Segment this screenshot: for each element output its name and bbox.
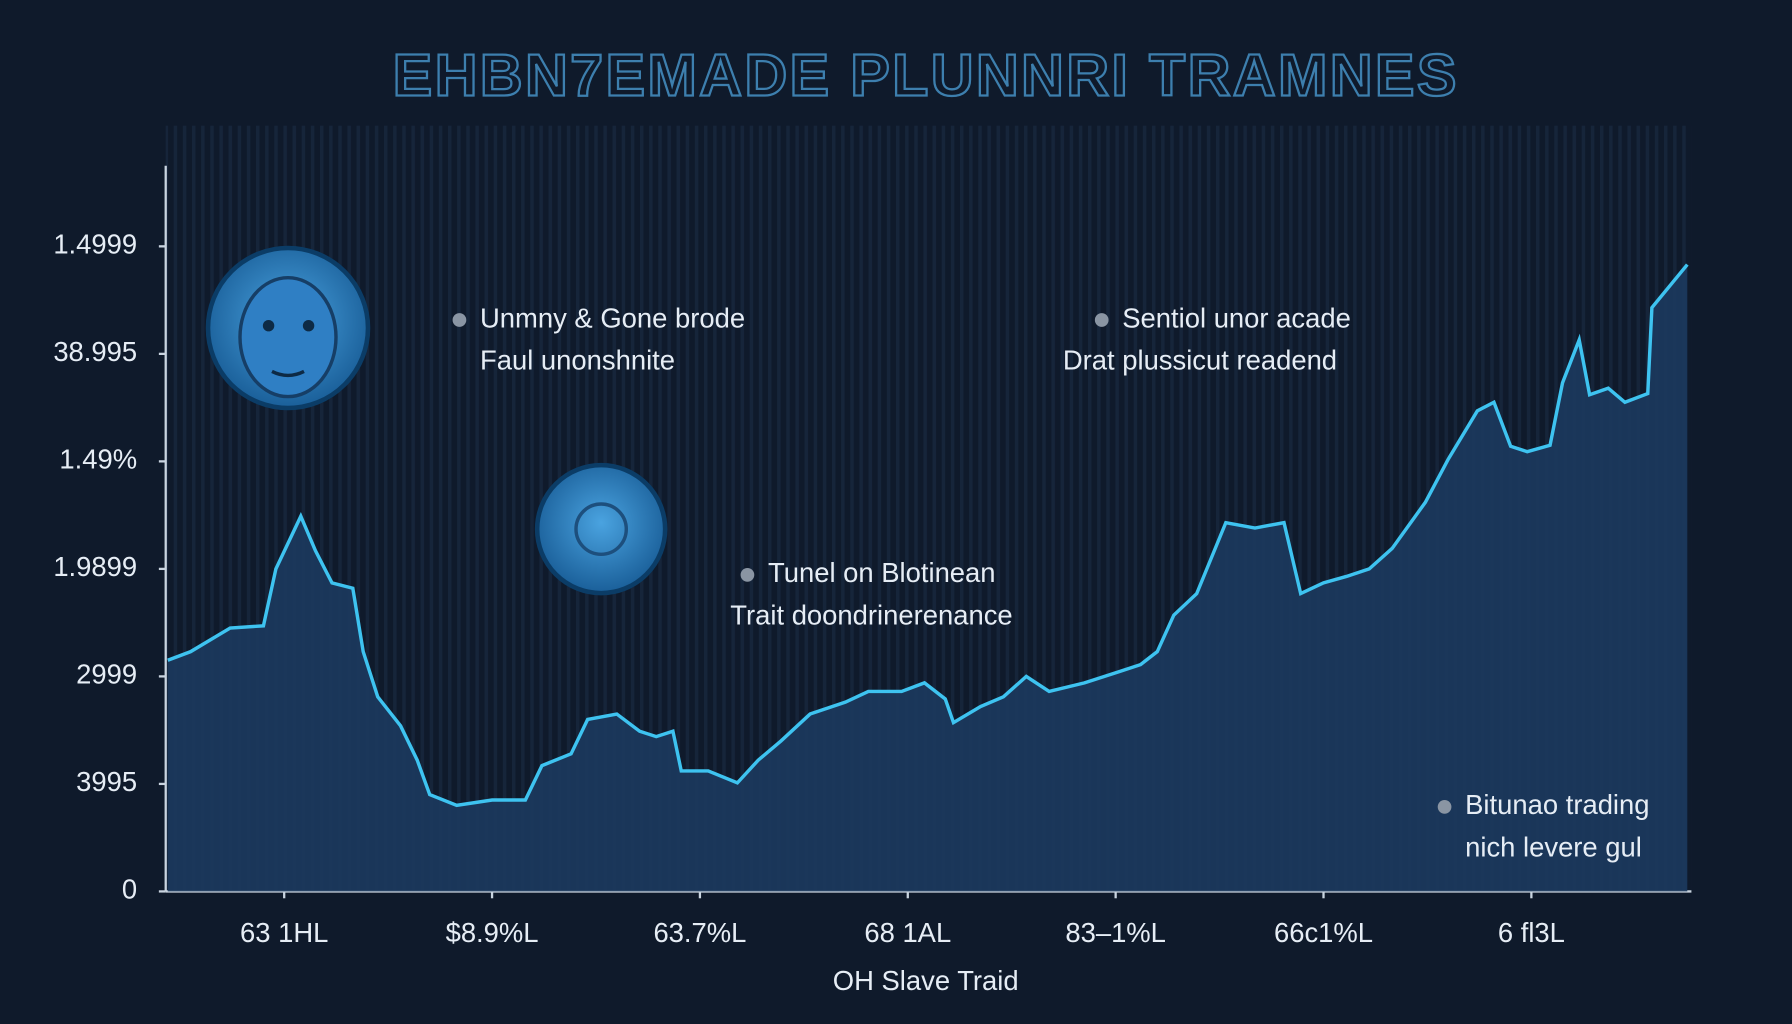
- x-tick-label: 83–1%L: [1065, 917, 1166, 948]
- face-icon: [205, 245, 371, 411]
- annotation-text: Sentiol unor acade: [1122, 302, 1351, 333]
- chart-title: EHBN7EMADE PLUNNRI TRAMNES: [393, 42, 1459, 109]
- annotation-text: nich levere gul: [1465, 831, 1642, 862]
- x-tick-label: 63.7%L: [653, 917, 746, 948]
- y-tick-label: 1.4999: [53, 229, 137, 260]
- x-tick-label: 66c1%L: [1274, 917, 1373, 948]
- y-tick-label: 0: [122, 874, 137, 905]
- y-tick-label: 38.995: [53, 336, 137, 367]
- y-tick-label: 3995: [76, 766, 137, 797]
- annotation-text: Bitunao trading: [1465, 789, 1649, 820]
- annotation-text: Trait doondrinerenance: [730, 599, 1012, 630]
- annotation-text: Unmny & Gone brode: [480, 302, 745, 333]
- y-tick-label: 2999: [76, 659, 137, 690]
- annotation-dot: [740, 568, 755, 582]
- x-tick-label: 68 1AL: [864, 917, 951, 948]
- x-tick-label: 63 1HL: [240, 917, 328, 948]
- x-axis-title: OH Slave Traid: [833, 965, 1019, 996]
- annotation-dot: [1437, 800, 1452, 814]
- line: [167, 263, 1689, 808]
- x-tick-label: 6 fl3L: [1498, 917, 1565, 948]
- x-tick-label: $8.9%L: [446, 917, 539, 948]
- y-tick-label: 1.9899: [53, 551, 137, 582]
- annotation-text: Tunel on Blotinean: [768, 557, 996, 588]
- coin-icon: [534, 462, 668, 596]
- annotation-text: Faul unonshnite: [480, 345, 675, 376]
- y-tick-label: 1.49%: [59, 444, 137, 475]
- annotation-dot: [452, 313, 467, 327]
- annotation-text: Drat plussicut readend: [1063, 345, 1337, 376]
- annotation-dot: [1094, 313, 1109, 327]
- area: [167, 264, 1688, 892]
